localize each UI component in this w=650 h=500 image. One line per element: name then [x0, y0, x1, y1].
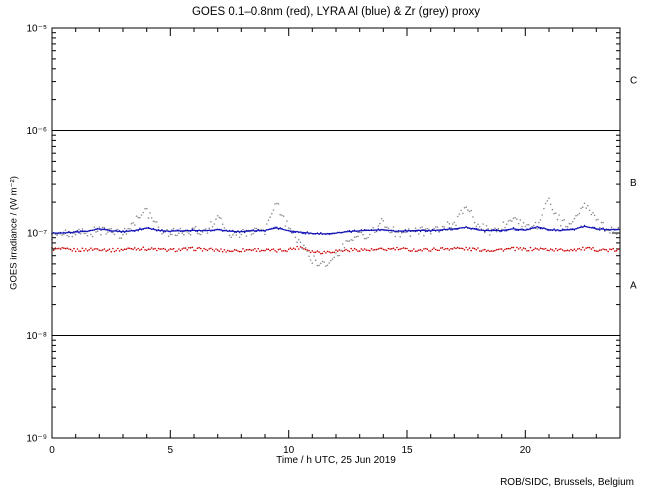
y-axis-label: GOES irradiance / (W m⁻²) — [8, 176, 20, 290]
svg-text:10⁻⁶: 10⁻⁶ — [26, 126, 47, 137]
svg-text:20: 20 — [520, 445, 532, 456]
chart-title: GOES 0.1–0.8nm (red), LYRA Al (blue) & Z… — [191, 6, 481, 18]
svg-text:5: 5 — [168, 445, 174, 456]
svg-text:B: B — [630, 178, 637, 189]
svg-text:15: 15 — [401, 445, 413, 456]
svg-text:10⁻⁹: 10⁻⁹ — [26, 434, 47, 445]
svg-text:10⁻⁸: 10⁻⁸ — [26, 331, 47, 342]
svg-text:0: 0 — [49, 445, 55, 456]
svg-text:10⁻⁷: 10⁻⁷ — [27, 229, 47, 240]
svg-text:10⁻⁵: 10⁻⁵ — [26, 24, 47, 35]
svg-text:C: C — [630, 75, 637, 86]
svg-text:10: 10 — [283, 445, 295, 456]
x-axis-label: Time / h UTC, 25 Jun 2019 — [276, 455, 396, 466]
credit-text: ROB/SIDC, Brussels, Belgium — [500, 477, 634, 488]
svg-text:A: A — [630, 280, 637, 291]
